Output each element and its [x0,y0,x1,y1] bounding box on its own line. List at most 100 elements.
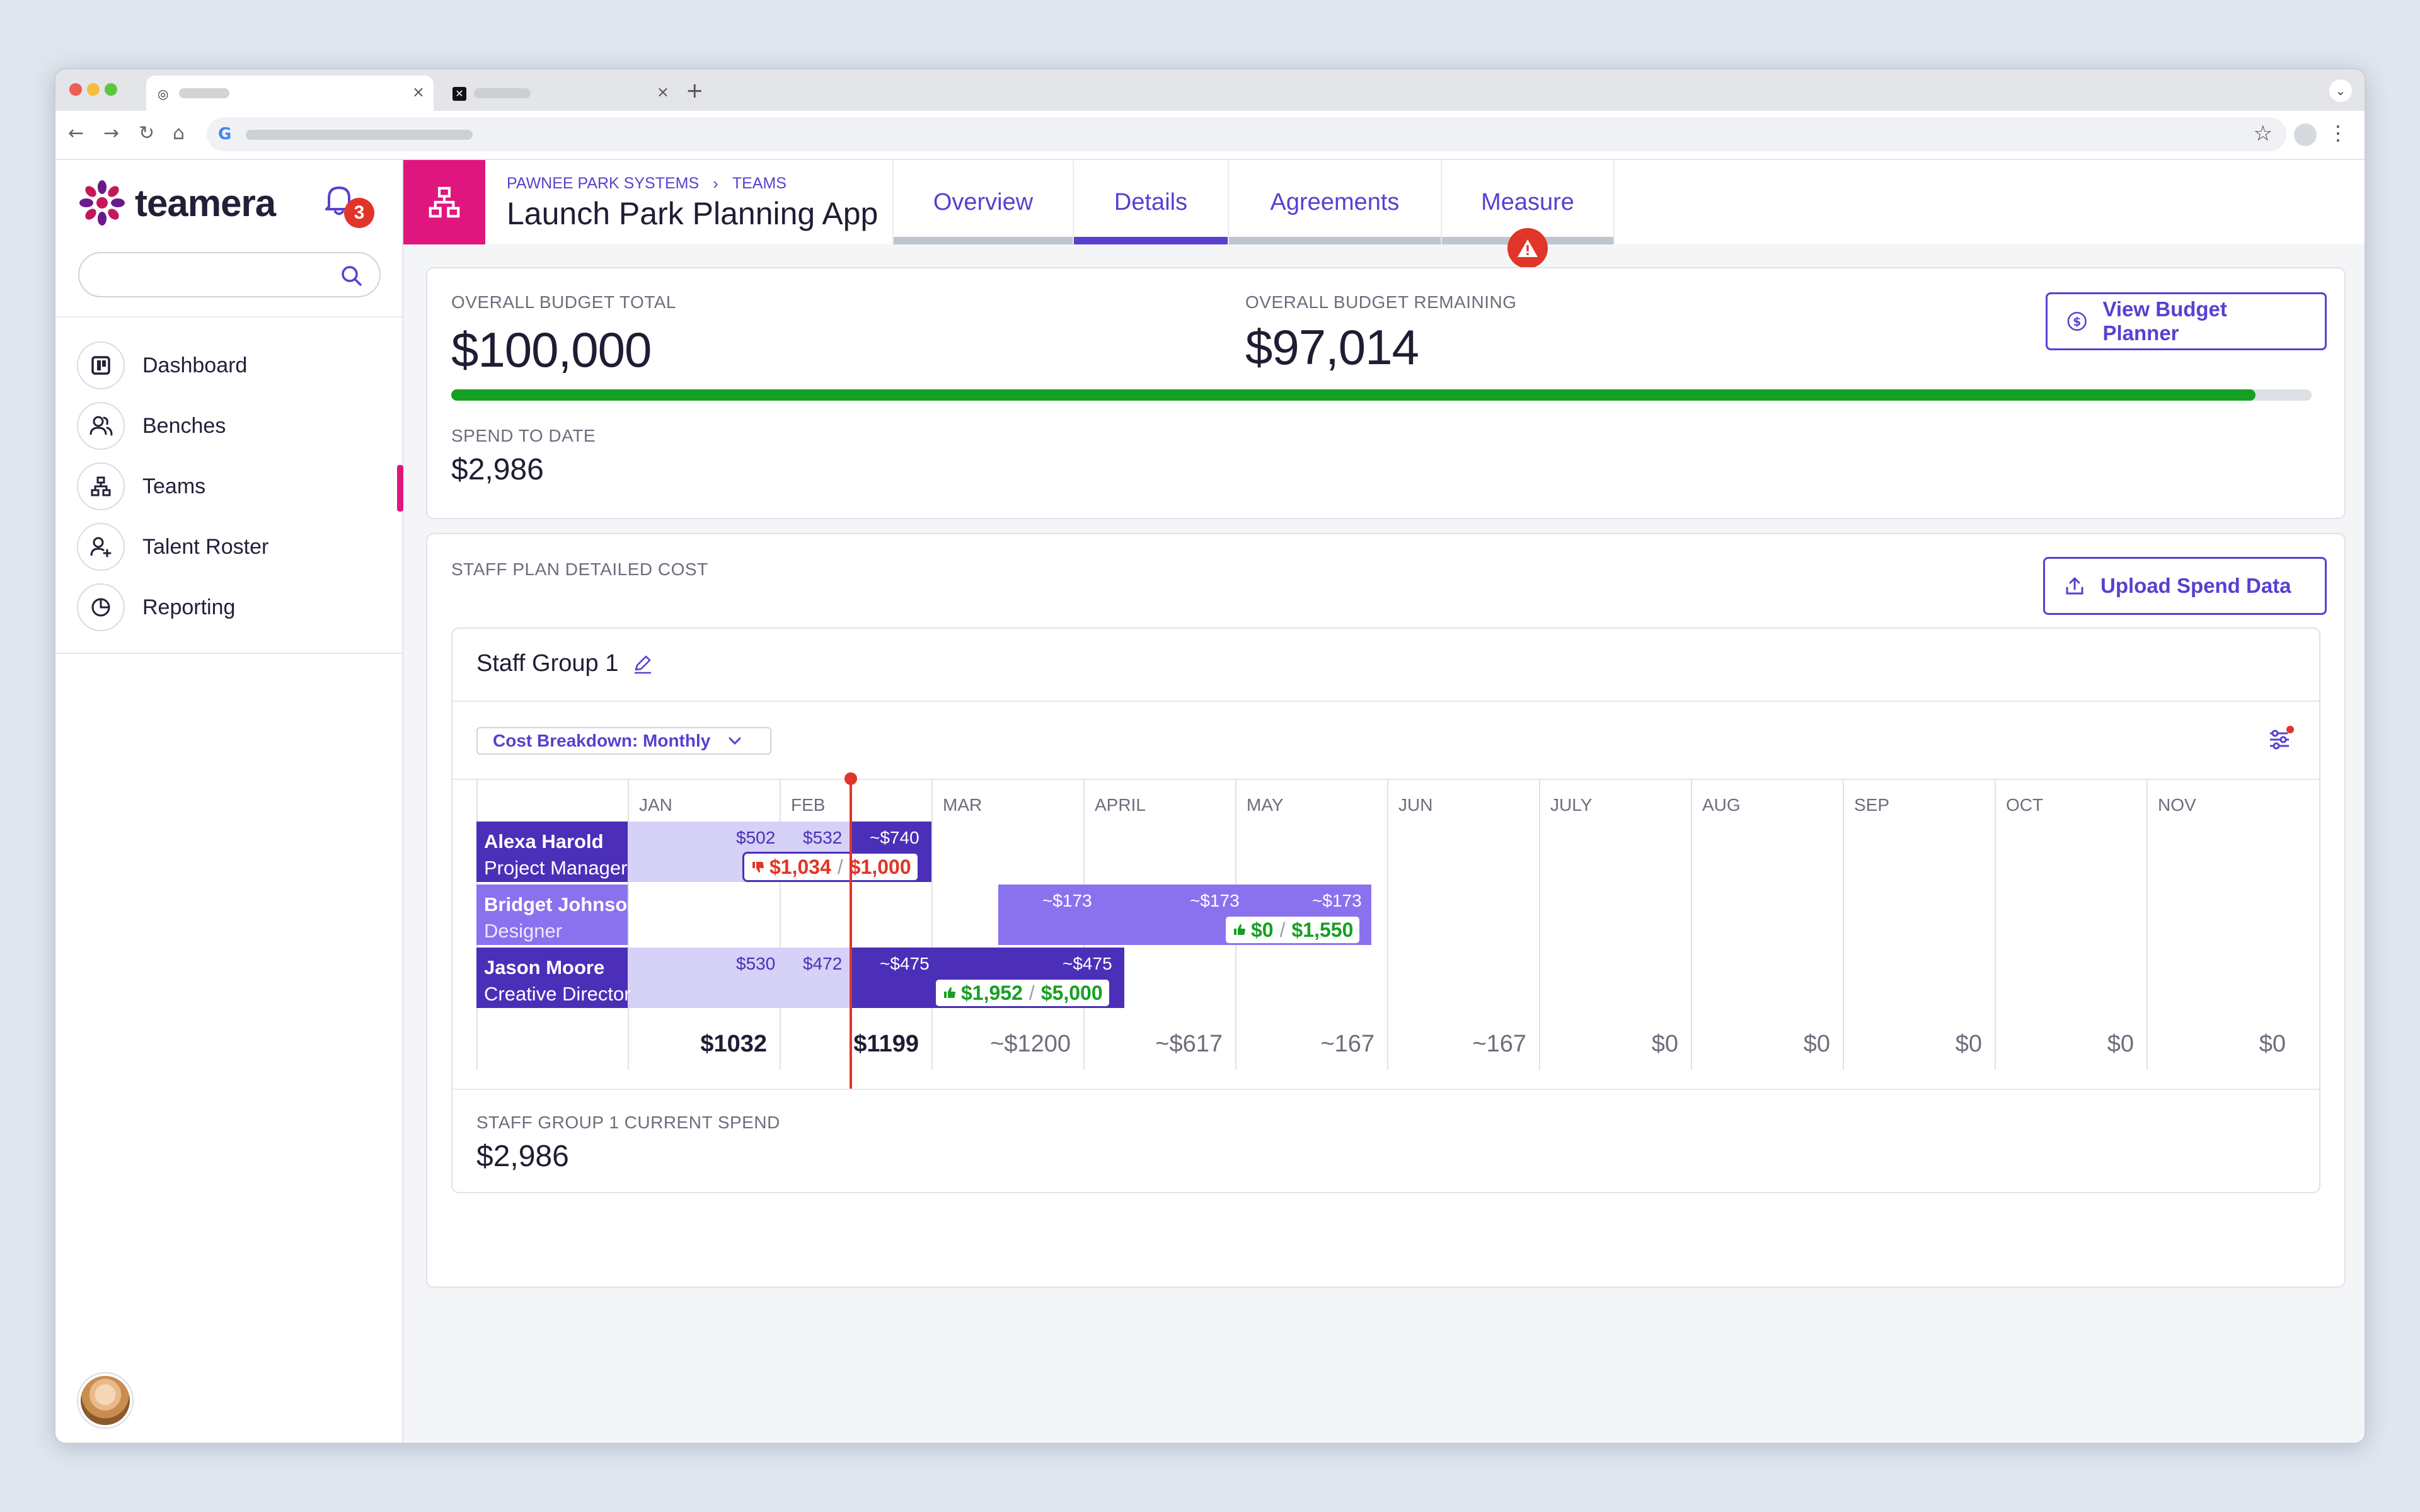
month-amount: ~$475 [1063,954,1112,973]
address-bar[interactable]: G ☆ [207,117,2286,151]
browser-profile-icon[interactable] [2294,123,2317,146]
budget-remaining-value: $97,014 [1245,319,1419,375]
month-label: APRIL [1095,795,1146,815]
timeline-gridline [1995,780,1996,1070]
dropdown-value: Cost Breakdown: Monthly [493,731,711,750]
actual-spend: $1,952 [961,981,1023,1004]
month-label: OCT [2006,795,2044,815]
timeline-bar-actual[interactable] [628,948,850,1008]
month-amount: $472 [803,954,843,973]
tab-details[interactable]: Details [1073,160,1228,244]
month-label: SEP [1854,795,1890,815]
actual-spend: $0 [1251,918,1274,941]
back-arrow-icon[interactable]: ← [68,122,84,144]
tab-search-chevron-icon[interactable]: ⌄ [2329,79,2352,102]
month-label: AUG [1702,795,1741,815]
spend-vs-budget-pill[interactable]: $1,952 / $5,000 [934,978,1111,1008]
separator: / [837,855,843,878]
breadcrumb-teams[interactable]: TEAMS [732,175,786,192]
tab-agreements[interactable]: Agreements [1228,160,1441,244]
home-icon[interactable]: ⌂ [173,122,185,144]
sidebar-search-input[interactable] [78,252,381,297]
budgeted-spend: $1,550 [1291,918,1354,941]
user-avatar[interactable] [78,1373,132,1428]
group-current-spend-label: STAFF GROUP 1 CURRENT SPEND [476,1113,780,1132]
sidebar-divider [55,653,403,654]
address-placeholder-blurred [246,130,473,140]
month-total: ~167 [1472,1031,1526,1057]
staff-row-jason-moore[interactable]: Jason Moore Creative Director [476,948,631,1008]
tab-label: Overview [933,188,1034,215]
browser-tab[interactable]: ✕ × [441,76,678,111]
current-date-marker-dot[interactable] [844,772,857,785]
warning-icon [1507,228,1548,268]
tab-title-blurred [474,88,531,98]
browser-tab-active[interactable]: ◎ × [146,76,434,111]
bookmark-star-icon[interactable]: ☆ [2253,121,2273,146]
minimize-window-button[interactable] [87,83,100,96]
month-label: MAR [943,795,982,815]
upload-spend-data-button[interactable]: Upload Spend Data [2043,557,2327,615]
month-total: $0 [1651,1031,1678,1057]
staff-plan-label: STAFF PLAN DETAILED COST [451,559,708,579]
tab-overview[interactable]: Overview [892,160,1073,244]
month-amount: ~$173 [1042,891,1092,910]
sidebar-item-dashboard[interactable]: Dashboard [77,341,392,389]
project-tabs: Overview Details Agreements Measure [892,160,1615,268]
close-tab-icon[interactable]: × [412,83,425,101]
teamera-logo[interactable]: teamera [78,178,276,228]
budgeted-spend: $5,000 [1040,981,1103,1004]
actual-spend: $1,034 [769,855,831,878]
maximize-window-button[interactable] [105,83,117,96]
search-icon[interactable] [339,263,364,289]
upload-icon [2066,577,2083,595]
staff-group-panel: Staff Group 1 Cost Breakdown: Monthly [451,627,2320,1193]
active-nav-indicator [397,465,403,512]
close-window-button[interactable] [69,83,82,96]
edit-pencil-icon[interactable] [632,653,654,675]
month-amount: ~$173 [1190,891,1240,910]
sidebar-item-label: Teams [142,474,206,498]
breadcrumb-org[interactable]: PAWNEE PARK SYSTEMS [507,175,700,192]
month-label: JAN [639,795,672,815]
month-total: $0 [1955,1031,1982,1057]
sidebar: teamera 3 Dashboard [55,160,403,1443]
project-header: PAWNEE PARK SYSTEMS › TEAMS Launch Park … [403,160,2365,268]
svg-text:$: $ [2073,316,2081,329]
close-tab-icon[interactable]: × [656,83,669,101]
staff-row-alexa-harold[interactable]: Alexa Harold Project Manager [476,822,628,882]
browser-menu-icon[interactable]: ⋮ [2328,121,2348,145]
cost-breakdown-dropdown[interactable]: Cost Breakdown: Monthly [476,727,771,755]
filter-sliders-icon[interactable] [2266,724,2295,753]
staff-row-bridget-johnson[interactable]: Bridget Johnson Designer [476,885,639,945]
google-icon: G [218,125,232,144]
button-label: Upload Spend Data [2100,574,2291,597]
spend-vs-budget-pill[interactable]: $0 / $1,550 [1224,915,1362,945]
month-total: ~$617 [1155,1031,1223,1057]
budget-remaining-progress [451,389,2312,401]
cost-timeline: JAN FEB MAR APRIL MAY JUN JULY AUG SEP OCT NOV Ale… [476,772,2298,1089]
notification-bell-icon[interactable] [320,181,358,219]
tab-measure[interactable]: Measure [1441,160,1615,268]
sidebar-item-reporting[interactable]: Reporting [77,583,392,631]
notification-count-badge[interactable]: 3 [344,198,374,228]
sidebar-item-label: Reporting [142,595,236,619]
sidebar-item-teams[interactable]: Teams [77,462,392,510]
new-tab-icon[interactable]: + [686,78,704,103]
sidebar-item-benches[interactable]: Benches [77,402,392,450]
month-amount: $532 [803,828,843,847]
breadcrumb: PAWNEE PARK SYSTEMS › TEAMS [507,174,786,193]
sidebar-item-talent-roster[interactable]: Talent Roster [77,523,392,571]
month-total: $0 [2259,1031,2286,1057]
reload-icon[interactable]: ↻ [139,122,155,144]
users-icon [77,402,125,450]
group-current-spend-value: $2,986 [476,1140,569,1173]
tab-label: Agreements [1270,188,1400,215]
budget-total-label: OVERALL BUDGET TOTAL [451,292,677,312]
spend-to-date-value: $2,986 [451,453,544,486]
forward-arrow-icon[interactable]: → [103,122,120,144]
spend-vs-budget-pill[interactable]: $1,034 / $1,000 [742,852,919,882]
view-budget-planner-button[interactable]: $ View Budget Planner [2046,292,2327,350]
staff-role: Project Manager [484,857,628,879]
month-total: ~167 [1320,1031,1374,1057]
